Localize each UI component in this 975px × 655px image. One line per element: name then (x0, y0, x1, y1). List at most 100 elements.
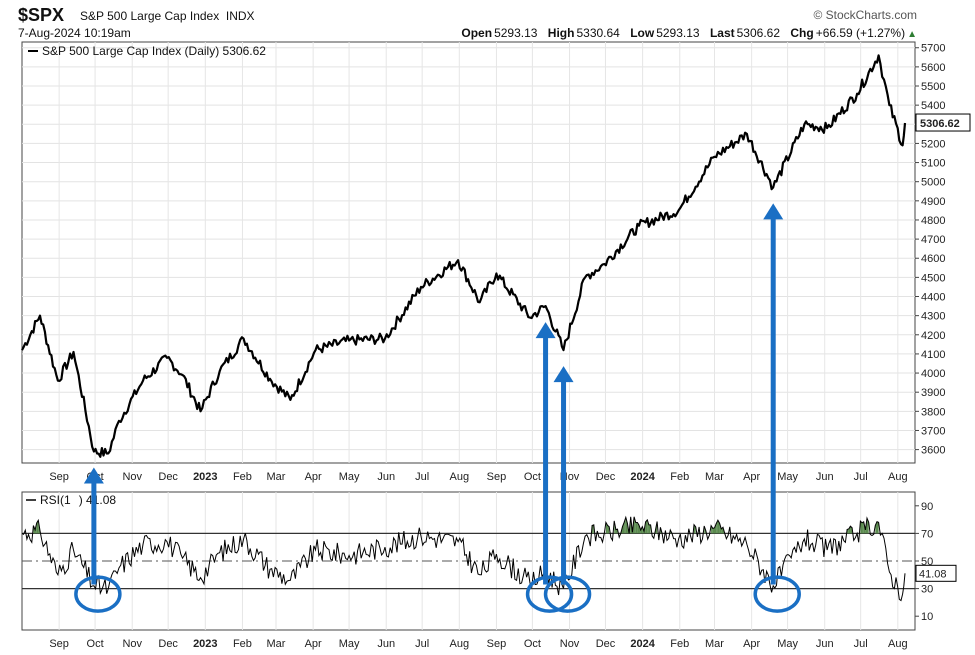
price-y-tick-label: 3800 (921, 406, 945, 418)
price-legend: S&P 500 Large Cap Index (Daily) 5306.62 (42, 44, 266, 58)
rsi-x-tick-label: Sep (487, 638, 507, 650)
rsi-overbought-fill (647, 519, 649, 534)
rsi-overbought-fill (714, 523, 717, 534)
price-y-tick-label: 5400 (921, 100, 945, 112)
rsi-overbought-fill (36, 520, 39, 534)
price-x-tick-label: Feb (233, 471, 252, 483)
annotation-arrow-head (763, 203, 784, 220)
annotation-arrow-head (83, 467, 104, 484)
rsi-x-tick-label: Aug (888, 638, 908, 650)
high-value: 5330.64 (576, 26, 620, 40)
price-x-tick-label: Jun (816, 471, 834, 483)
price-y-tick-label: 3700 (921, 425, 945, 437)
price-x-tick-label: Dec (158, 471, 178, 483)
rsi-x-tick-label: Jun (816, 638, 834, 650)
price-x-tick-label: Mar (267, 471, 286, 483)
rsi-x-tick-label: May (777, 638, 798, 650)
price-y-tick-label: 4500 (921, 272, 945, 284)
price-y-tick-label: 4400 (921, 292, 945, 304)
rsi-x-tick-label: Dec (158, 638, 178, 650)
annotation-circle (525, 575, 574, 613)
last-value: 5306.62 (736, 26, 781, 40)
price-x-tick-label: 2023 (193, 471, 217, 483)
open-value: 5293.13 (494, 26, 538, 40)
price-y-tick-label: 4100 (921, 349, 945, 361)
annotation-circle (753, 575, 801, 613)
change-label: Chg (790, 26, 814, 40)
chart-header: $SPX S&P 500 Large Cap Index INDX 7-Aug-… (0, 0, 975, 42)
ticker-symbol: $SPX (18, 5, 65, 25)
annotation-arrow-head (535, 322, 556, 339)
annotation-circle (74, 575, 122, 613)
rsi-x-tick-label: Oct (524, 638, 541, 650)
price-y-tick-label: 4200 (921, 330, 945, 342)
rsi-x-tick-label: Jun (377, 638, 395, 650)
rsi-x-tick-label: Oct (87, 638, 104, 650)
rsi-overbought-fill (615, 529, 618, 534)
price-x-tick-label: Jul (854, 471, 868, 483)
up-triangle-icon: ▲ (907, 29, 917, 40)
rsi-x-tick-label: Feb (670, 638, 689, 650)
rsi-x-tick-label: Sep (49, 638, 69, 650)
rsi-x-tick-label: Nov (122, 638, 142, 650)
rsi-overbought-fill (592, 524, 594, 534)
price-y-tick-label: 4900 (921, 196, 945, 208)
rsi-x-tick-label: Apr (305, 638, 322, 650)
rsi-x-tick-label: Apr (743, 638, 760, 650)
price-x-tick-label: Mar (705, 471, 724, 483)
price-x-tick-label: Feb (670, 471, 689, 483)
rsi-overbought-fill (862, 521, 864, 534)
price-x-tick-label: Aug (888, 471, 908, 483)
price-x-tick-label: Oct (524, 471, 541, 483)
rsi-x-tick-label: Feb (233, 638, 252, 650)
rsi-x-tick-label: Nov (560, 638, 580, 650)
high-label: High (547, 26, 575, 40)
rsi-overbought-fill (712, 527, 715, 534)
change-value: +66.59 (+1.27%) (815, 26, 906, 40)
price-y-tick-label: 3900 (921, 387, 945, 399)
price-y-tick-label: 5200 (921, 138, 945, 150)
rsi-overbought-fill (876, 521, 879, 534)
low-label: Low (630, 26, 655, 40)
last-label: Last (709, 26, 735, 40)
brand-watermark[interactable]: © StockCharts.com (813, 8, 917, 22)
price-y-tick-label: 4700 (921, 234, 945, 246)
rsi-x-tick-label: 2024 (630, 638, 655, 650)
price-x-tick-label: 2024 (630, 471, 655, 483)
quote-summary: Open 5293.13 High 5330.64 Low 5293.13 Last 5… (454, 26, 917, 40)
rsi-legend: RSI(1 ) 41.08 (40, 493, 116, 507)
rsi-overbought-fill (860, 521, 863, 534)
rsi-x-tick-label: Mar (705, 638, 724, 650)
annotation-arrow-head (553, 366, 574, 383)
price-x-tick-label: Apr (305, 471, 322, 483)
price-last-value-label: 5306.62 (920, 118, 960, 130)
rsi-overbought-fill (711, 525, 713, 534)
price-x-tick-label: Dec (596, 471, 616, 483)
rsi-x-tick-label: Mar (267, 638, 286, 650)
price-x-tick-label: May (339, 471, 360, 483)
price-y-tick-label: 5700 (921, 43, 945, 55)
price-panel-frame (21, 41, 916, 464)
annotation-circle (543, 575, 592, 613)
price-x-tick-label: Sep (487, 471, 507, 483)
price-x-tick-label: Jun (377, 471, 395, 483)
price-y-tick-label: 5100 (921, 158, 945, 170)
rsi-last-value-box (915, 564, 957, 582)
rsi-x-tick-label: Jul (415, 638, 429, 650)
price-x-tick-label: Apr (743, 471, 760, 483)
price-x-tick-label: Sep (49, 471, 69, 483)
price-y-tick-label: 5600 (921, 62, 945, 74)
price-series-line (21, 54, 907, 458)
rsi-x-tick-label: Jul (854, 638, 868, 650)
open-label: Open (461, 26, 493, 40)
rsi-overbought-fill (634, 516, 636, 534)
rsi-x-tick-label: Dec (596, 638, 616, 650)
rsi-legend-prefix: RSI(1 (40, 493, 71, 507)
rsi-legend-suffix: ) 41.08 (79, 493, 117, 507)
rsi-x-tick-label: 2023 (193, 638, 217, 650)
price-y-tick-label: 4800 (921, 215, 945, 227)
exchange-code: INDX (225, 9, 255, 23)
rsi-overbought-fill (648, 524, 651, 534)
rsi-overbought-fill (848, 526, 851, 534)
